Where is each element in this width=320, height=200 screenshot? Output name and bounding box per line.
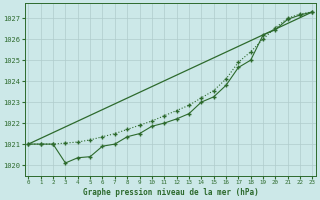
X-axis label: Graphe pression niveau de la mer (hPa): Graphe pression niveau de la mer (hPa) [83,188,258,197]
